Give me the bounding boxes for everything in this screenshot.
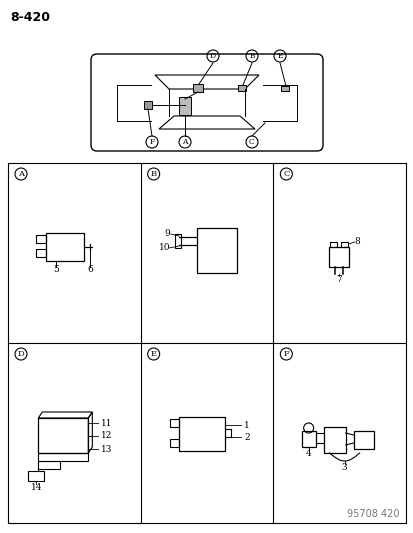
FancyBboxPatch shape (192, 84, 202, 92)
Text: 1: 1 (243, 421, 249, 430)
Text: 10: 10 (159, 244, 170, 253)
Text: 2: 2 (243, 432, 249, 441)
FancyBboxPatch shape (237, 85, 245, 91)
Bar (38, 418, 88, 453)
Text: 3: 3 (341, 463, 347, 472)
Text: D: D (18, 350, 24, 358)
Bar (301, 431, 315, 447)
Bar (353, 431, 373, 449)
Text: A: A (18, 170, 24, 178)
Text: E: E (277, 52, 282, 60)
Bar (36, 249, 46, 257)
Bar (170, 439, 178, 447)
Bar (170, 419, 178, 427)
Text: D: D (209, 52, 216, 60)
Bar (323, 427, 345, 453)
Text: F: F (283, 350, 289, 358)
Bar (178, 417, 224, 451)
FancyBboxPatch shape (144, 101, 152, 109)
Bar (340, 242, 347, 247)
Text: F: F (149, 138, 154, 146)
Text: B: B (150, 170, 157, 178)
Text: 7: 7 (335, 274, 341, 284)
Bar (328, 247, 348, 267)
Text: 95708 420: 95708 420 (347, 509, 399, 519)
FancyBboxPatch shape (178, 97, 190, 115)
FancyBboxPatch shape (280, 86, 288, 91)
Text: 4: 4 (305, 448, 311, 457)
Bar (329, 242, 336, 247)
Text: 5: 5 (53, 265, 59, 274)
Text: E: E (150, 350, 157, 358)
Bar (28, 471, 44, 481)
Text: 8-420: 8-420 (10, 11, 50, 24)
Text: 9: 9 (164, 230, 169, 238)
Text: C: C (282, 170, 289, 178)
Text: B: B (249, 52, 254, 60)
Bar (38, 461, 60, 469)
Text: 13: 13 (101, 445, 112, 454)
Text: 14: 14 (31, 482, 42, 491)
Bar (197, 228, 236, 273)
Text: 6: 6 (87, 265, 93, 274)
Bar (38, 453, 88, 461)
Bar (36, 235, 46, 243)
Bar (46, 233, 84, 261)
Text: 11: 11 (101, 418, 113, 427)
Text: 12: 12 (101, 432, 112, 440)
Text: 8: 8 (354, 238, 360, 246)
Bar (175, 234, 180, 248)
Text: C: C (249, 138, 254, 146)
Text: A: A (182, 138, 188, 146)
